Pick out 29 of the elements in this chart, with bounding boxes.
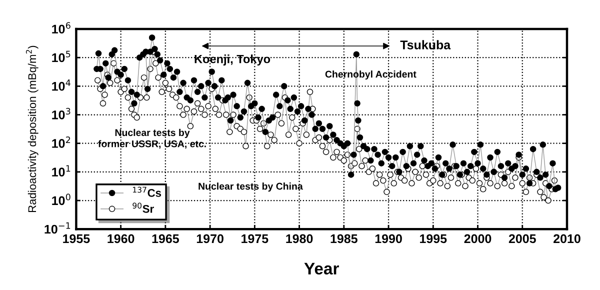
x-tick-label: 2010 xyxy=(554,234,580,244)
x-tick-label: 1970 xyxy=(196,234,224,244)
legend-label: $^{90}$Sr xyxy=(132,202,154,213)
x-tick-label: 1975 xyxy=(242,234,268,244)
x-tick-label: 1985 xyxy=(330,234,358,244)
y-tick-label: 10$^{5}$ xyxy=(52,50,70,62)
y-axis-title: Radioactivity deposition (mBq/m$^{2}$) xyxy=(26,46,38,212)
y-tick-label: 10$^{3}$ xyxy=(52,108,70,120)
annotation: Tsukuba xyxy=(400,40,451,50)
y-tick-label: 10$^{4}$ xyxy=(52,79,70,91)
x-tick-label: 1960 xyxy=(108,234,134,244)
x-tick-label: 1995 xyxy=(420,234,447,244)
x-tick-label: 2000 xyxy=(464,234,492,244)
y-tick-label: 10$^{−1}$ xyxy=(44,222,70,234)
annotation: Nuclear tests by former USSR, USA, etc. xyxy=(98,128,206,149)
x-tick-label: 1990 xyxy=(375,234,402,244)
x-tick-label: 1980 xyxy=(286,234,313,244)
annotation: Koenji, Tokyo xyxy=(194,54,270,66)
x-tick-label: 1965 xyxy=(152,234,179,244)
y-tick-label: 10$^{2}$ xyxy=(52,136,70,148)
x-tick-label: 2005 xyxy=(508,234,536,244)
x-axis-title: Year xyxy=(304,262,339,275)
annotation: Chernobyl Accident xyxy=(325,70,416,80)
annotation: Nuclear tests by China xyxy=(198,182,303,192)
x-tick-label: 1955 xyxy=(63,234,90,244)
y-tick-label: 10$^{6}$ xyxy=(52,22,70,34)
y-tick-label: 10$^{1}$ xyxy=(52,165,70,176)
y-tick-label: 10$^{0}$ xyxy=(52,194,70,206)
legend-label: $^{137}$Cs xyxy=(132,186,162,197)
